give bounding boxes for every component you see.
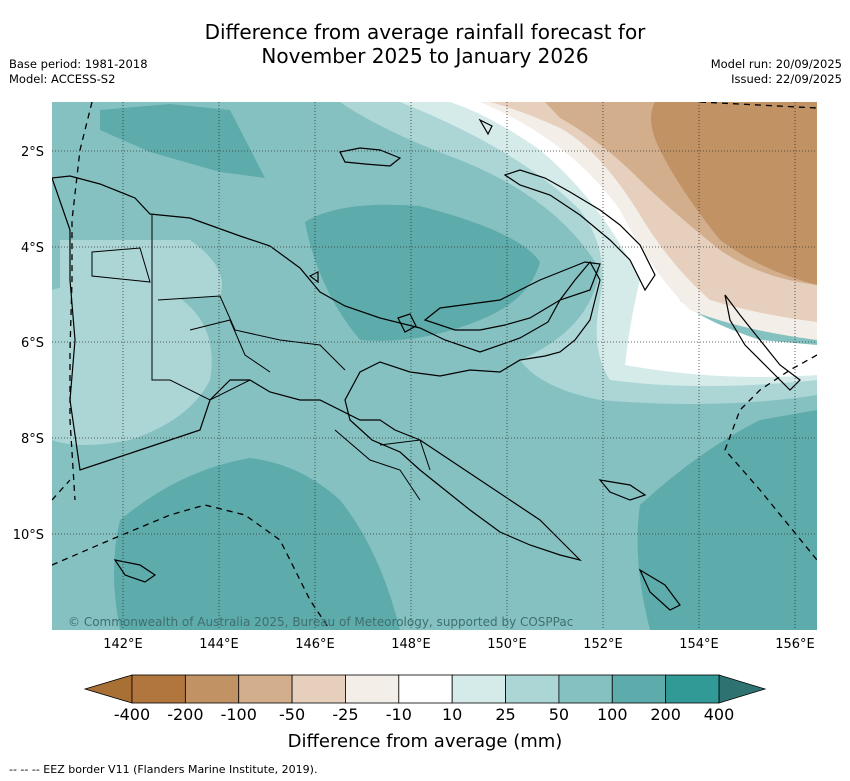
run-info: Model run: 20/09/2025 Issued: 22/09/2025 — [711, 57, 842, 87]
colorbar-cell — [238, 674, 293, 704]
island-outline-3 — [113, 559, 157, 583]
colorbar-tick-label: 400 — [703, 705, 735, 724]
eez-west — [69, 102, 93, 501]
colorbar-tick-label: 100 — [596, 705, 628, 724]
colorbar-cell — [558, 674, 613, 704]
colorbar-extend-high — [718, 674, 767, 704]
field-25-50-fly — [60, 240, 222, 300]
field-100-200-coral — [114, 458, 400, 630]
lon-label: 150°E — [487, 637, 527, 652]
colorbar-cell — [665, 674, 720, 704]
colorbar-cells — [131, 674, 720, 704]
eez-legend-note: -- -- -- EEZ border V11 (Flanders Marine… — [9, 763, 318, 776]
border-1 — [151, 215, 251, 401]
colorbar-tick-label: -50 — [279, 705, 306, 724]
colorbar — [83, 674, 767, 704]
colorbar-extend-low — [83, 674, 133, 704]
lon-label: 146°E — [295, 637, 335, 652]
colorbar-cell — [611, 674, 667, 704]
border-2 — [91, 247, 151, 283]
title-line-2: November 2025 to January 2026 — [261, 44, 589, 68]
lat-label: 8°S — [21, 432, 44, 447]
lon-label: 154°E — [679, 637, 719, 652]
colorbar-cell — [451, 674, 506, 704]
coastlines — [52, 118, 801, 611]
contour-fields: © Commonwealth of Australia 2025, Bureau… — [52, 102, 817, 630]
lon-label: 156°E — [775, 637, 815, 652]
eez-sw — [52, 479, 71, 501]
copyright-text: © Commonwealth of Australia 2025, Bureau… — [68, 615, 573, 629]
lon-label: 144°E — [199, 637, 239, 652]
new-britain-outline — [423, 261, 601, 331]
colorbar-tick-label: -400 — [113, 705, 151, 724]
colorbar-title: Difference from average (mm) — [287, 731, 563, 752]
island-outline-6 — [308, 271, 319, 284]
base-period: Base period: 1981-2018 — [9, 57, 148, 71]
model-run-date: Model run: 20/09/2025 — [710, 57, 842, 71]
province-borders — [91, 215, 431, 501]
colorbar-cell — [131, 674, 186, 704]
lat-label: 2°S — [21, 145, 44, 160]
field-10-25 — [400, 102, 817, 386]
title-line-1: Difference from average rainfall forecas… — [204, 20, 646, 44]
model-info: Base period: 1981-2018 Model: ACCESS-S2 — [9, 57, 148, 87]
lat-label: 6°S — [21, 336, 44, 351]
colorbar-labels: -400 -200 -100 -50 -25 -10 10 25 50 100 200 400 — [0, 705, 850, 725]
lon-label: 148°E — [391, 637, 431, 652]
colorbar-cell — [184, 674, 240, 704]
lat-label: 10°S — [13, 528, 44, 543]
manus-outline — [339, 147, 402, 167]
eez-east — [724, 354, 817, 561]
map-title: Difference from average rainfall forecas… — [0, 20, 850, 68]
new-ireland-outline — [503, 169, 656, 292]
colorbar-cell — [345, 674, 400, 704]
lat-label: 4°S — [21, 241, 44, 256]
field-100-200-east — [637, 410, 817, 630]
border-3 — [157, 295, 346, 371]
island-outline-5 — [478, 118, 493, 136]
colorbar-tick-label: -100 — [220, 705, 257, 724]
longitude-labels: 142°E 144°E 146°E 148°E 150°E 152°E 154°… — [103, 637, 815, 652]
colorbar-tick-label: 50 — [548, 705, 570, 724]
graticule — [52, 102, 817, 630]
latitude-labels: 2°S 4°S 6°S 8°S 10°S — [13, 145, 44, 543]
lon-label: 142°E — [103, 637, 143, 652]
colorbar-cell — [505, 674, 560, 704]
field-neutral — [450, 102, 817, 378]
issued-date: Issued: 22/09/2025 — [731, 72, 842, 86]
colorbar-cell — [291, 674, 346, 704]
colorbar-tick-label: 200 — [650, 705, 681, 724]
colorbar-tick-label: -200 — [167, 705, 204, 724]
colorbar-tick-label: 25 — [495, 705, 516, 724]
lon-label: 152°E — [583, 637, 623, 652]
eez-borders — [52, 102, 817, 630]
colorbar-cell — [398, 674, 453, 704]
eez-north — [699, 102, 817, 109]
field-100-200-bismarck — [305, 204, 540, 341]
island-outline-4 — [397, 313, 417, 333]
island-outline-2 — [638, 568, 681, 611]
island-outline-1 — [598, 479, 647, 501]
colorbar-tick-label: -10 — [385, 705, 412, 724]
field-100-200-north — [100, 104, 265, 178]
new-guinea-outline — [52, 175, 601, 562]
border-5 — [334, 429, 421, 501]
colorbar-tick-label: -25 — [332, 705, 359, 724]
colorbar-tick-label: 10 — [441, 705, 463, 724]
field-25-50-west — [52, 281, 212, 445]
border-6 — [379, 439, 431, 471]
border-4 — [189, 319, 271, 373]
field-minus-100 — [651, 102, 817, 285]
model-name: Model: ACCESS-S2 — [9, 72, 116, 86]
